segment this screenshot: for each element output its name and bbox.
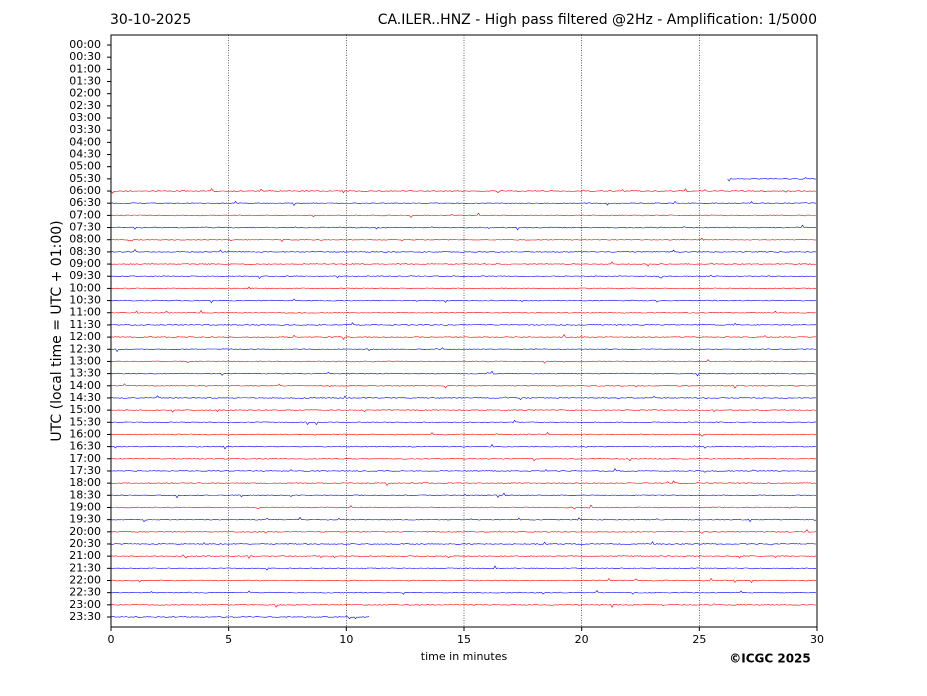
trace [110,529,817,534]
y-tick-label: 10:30 [69,294,101,307]
y-tick-label: 11:30 [69,318,101,331]
trace [111,468,817,473]
plot-area [110,35,817,627]
y-tick-label: 08:30 [69,245,101,258]
trace [110,298,817,304]
y-tick-label: 14:30 [69,391,101,404]
y-tick-label: 16:00 [69,427,101,440]
y-tick-label: 18:00 [69,476,101,489]
y-tick-label: 06:00 [69,184,101,197]
y-tick-label: 05:30 [69,172,101,185]
trace [110,212,817,218]
trace [110,419,817,426]
y-tick-label: 03:30 [69,123,101,136]
trace [111,334,817,340]
y-tick-label: 15:00 [69,403,101,416]
trace [110,395,817,401]
trace [110,383,817,389]
trace [110,541,817,546]
y-tick-label: 19:00 [69,500,101,513]
y-tick-label: 04:30 [69,148,101,161]
trace [110,504,817,510]
y-tick-label: 16:30 [69,440,101,453]
trace [727,177,817,182]
y-tick-label: 20:00 [69,525,101,538]
y-tick-label: 12:30 [69,342,101,355]
copyright: ©ICGC 2025 [729,652,811,666]
x-tick-label: 5 [225,633,232,646]
trace [110,443,817,450]
trace [111,309,817,314]
y-tick-label: 06:30 [69,196,101,209]
trace [111,347,817,353]
y-tick-label: 21:00 [69,549,101,562]
y-tick-label: 13:00 [69,354,101,367]
trace [110,261,817,267]
y-tick-label: 19:30 [69,513,101,526]
y-tick-label: 21:30 [69,561,101,574]
y-tick-label: 02:30 [69,99,101,112]
y-tick-label: 17:00 [69,452,101,465]
trace [110,590,817,595]
x-tick-label: 10 [339,633,353,646]
trace [110,516,817,523]
trace [110,200,817,207]
trace [110,359,817,364]
trace [110,286,817,290]
y-tick-label: 23:30 [69,610,101,623]
y-tick-label: 18:30 [69,488,101,501]
trace [110,409,817,413]
y-tick-label: 17:30 [69,464,101,477]
y-tick-label: 15:30 [69,415,101,428]
y-tick-label: 00:30 [69,50,101,63]
x-tick-label: 15 [457,633,471,646]
x-tick-label: 30 [810,633,824,646]
y-tick-label: 01:00 [69,62,101,75]
trace [110,237,817,242]
y-tick-label: 13:30 [69,367,101,380]
x-tick-label: 20 [575,633,589,646]
trace [110,224,817,231]
y-tick-label: 01:30 [69,75,101,88]
y-tick-label: 12:00 [69,330,101,343]
trace [110,322,817,326]
y-tick-label: 05:00 [69,160,101,173]
trace [111,274,817,280]
trace [110,370,817,377]
date: 30-10-2025 [110,12,191,28]
y-tick-label: 07:30 [69,221,101,234]
trace [110,431,817,437]
trace [110,615,370,620]
trace [110,577,816,584]
y-tick-label: 03:00 [69,111,101,124]
chart-title: CA.ILER..HNZ - High pass filtered @2Hz -… [378,12,817,28]
trace [110,480,817,487]
trace [110,457,817,462]
trace [110,603,817,608]
x-tick-label: 25 [692,633,706,646]
y-tick-label: 14:00 [69,379,101,392]
trace [110,565,817,571]
y-tick-label: 09:30 [69,269,101,282]
x-axis-label: time in minutes [421,650,508,663]
y-tick-label: 08:00 [69,233,101,246]
trace [110,554,817,559]
y-tick-label: 07:00 [69,208,101,221]
y-tick-label: 10:00 [69,281,101,294]
y-tick-label: 23:00 [69,598,101,611]
y-tick-label: 00:00 [69,38,101,51]
y-tick-label: 11:00 [69,306,101,319]
y-tick-label: 04:00 [69,135,101,148]
trace [110,248,817,253]
y-tick-label: 22:00 [69,573,101,586]
trace [110,188,817,194]
y-tick-label: 02:00 [69,87,101,100]
y-tick-label: 09:00 [69,257,101,270]
x-tick-label: 0 [108,633,115,646]
y-tick-label: 20:30 [69,537,101,550]
y-tick-label: 22:30 [69,586,101,599]
trace [110,492,817,499]
y-axis-label: UTC (local time = UTC + 01:00) [49,220,65,441]
